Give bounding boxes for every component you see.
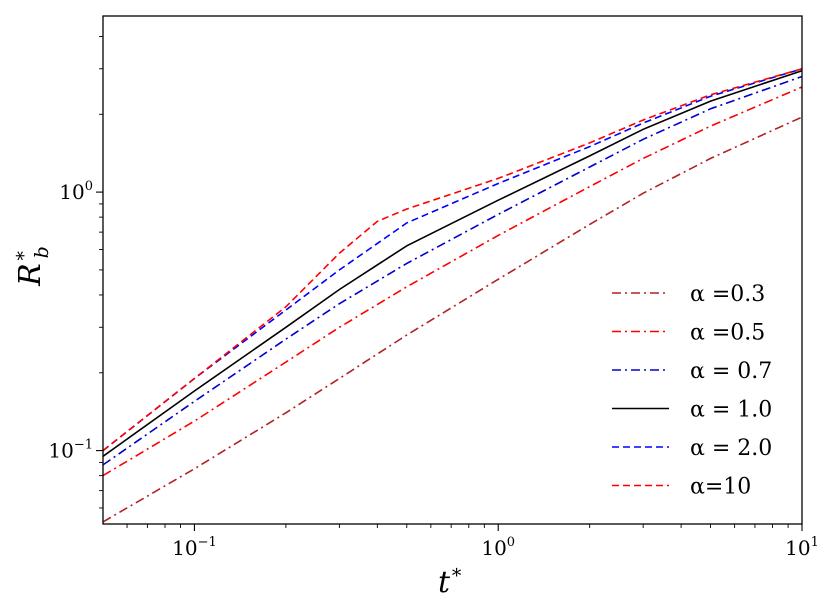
x-tick-exponent: 0 bbox=[507, 535, 515, 550]
y-tick-exponent: 0 bbox=[85, 179, 93, 194]
y-axis-label: R∗b bbox=[9, 246, 53, 287]
series-line-1 bbox=[102, 116, 803, 523]
x-axis-label-symbol: t bbox=[438, 565, 451, 600]
x-tick-base: 10 bbox=[785, 536, 810, 560]
series-line-2 bbox=[102, 86, 803, 477]
series-line-3 bbox=[102, 75, 803, 466]
x-tick-base: 10 bbox=[172, 536, 197, 560]
series-line-6 bbox=[102, 68, 803, 452]
y-tick-label: 10−1 bbox=[48, 438, 93, 463]
x-axis-label-superscript: ∗ bbox=[450, 561, 463, 583]
legend-label-5: α = 2.0 bbox=[690, 436, 772, 461]
y-tick-base: 10 bbox=[48, 439, 73, 463]
x-tick-label: 100 bbox=[481, 535, 515, 560]
legend-label-4: α = 1.0 bbox=[690, 398, 772, 423]
x-tick-base: 10 bbox=[481, 536, 506, 560]
series-line-4 bbox=[102, 69, 803, 457]
plot-frame bbox=[102, 15, 803, 525]
legend: α =0.3 α =0.5 α = 0.7 α = 1.0 α = 2.0 α=10 bbox=[612, 282, 772, 500]
legend-label-6: α=10 bbox=[690, 475, 751, 500]
legend-label-2: α =0.5 bbox=[690, 321, 765, 346]
legend-label-3: α = 0.7 bbox=[690, 359, 772, 384]
x-axis-label: t∗ bbox=[438, 561, 463, 600]
series-lines bbox=[102, 68, 803, 523]
y-axis-label-superscript: ∗ bbox=[9, 249, 31, 262]
y-tick-exponent: −1 bbox=[74, 438, 93, 453]
y-tick-base: 10 bbox=[59, 180, 84, 204]
x-tick-exponent: −1 bbox=[198, 535, 217, 550]
x-tick-label: 101 bbox=[785, 535, 819, 560]
series-line-5 bbox=[102, 68, 803, 452]
legend-label-1: α =0.3 bbox=[690, 282, 765, 307]
y-tick-label: 100 bbox=[59, 179, 93, 204]
x-tick-label: 10−1 bbox=[172, 535, 217, 560]
y-axis-label-subscript: b bbox=[31, 246, 53, 258]
y-axis-label-symbol: R bbox=[13, 263, 48, 287]
x-tick-exponent: 1 bbox=[811, 535, 819, 550]
